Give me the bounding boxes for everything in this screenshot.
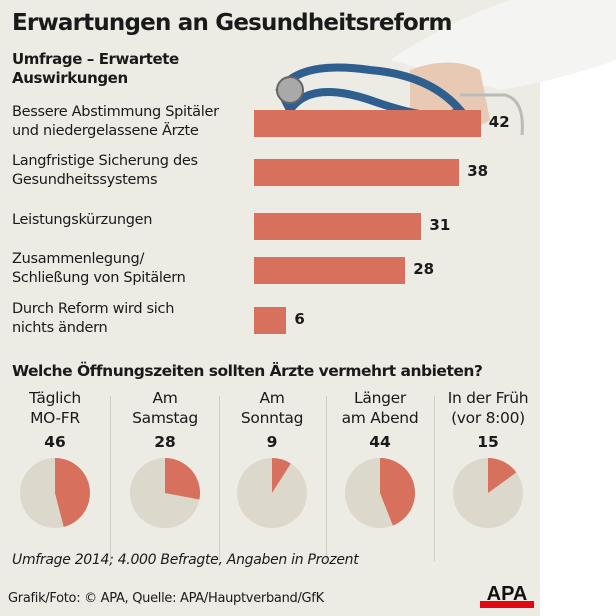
pie-value-slice [272, 458, 291, 493]
pie [237, 458, 307, 528]
pie [453, 458, 523, 528]
bar-value: 38 [467, 162, 489, 180]
pie [130, 458, 200, 528]
svg-text:APA: APA [487, 583, 528, 605]
pie [20, 458, 91, 528]
bar-value: 28 [413, 260, 435, 278]
bar-label-line: Bessere Abstimmung Spitäler [12, 104, 219, 120]
bar-label-line: und niedergelassene Ärzte [12, 123, 199, 139]
pie-value-slice [55, 458, 91, 527]
pie-label-line: Am [152, 389, 178, 407]
bar-label-line: nichts ändern [12, 320, 108, 336]
bar-label: Durch Reform wird sich nichts ändern [12, 300, 174, 338]
pie-label-line: MO-FR [30, 409, 80, 427]
bar-label: Langfristige Sicherung des Gesundheitssys… [12, 152, 198, 190]
bar [254, 110, 481, 137]
chart-title: Erwartungen an Gesundheitsreform [12, 10, 452, 36]
bar-label-line: Zusammenlegung/ [12, 251, 145, 267]
bar-value: 31 [429, 216, 451, 234]
pie-value: 44 [369, 433, 391, 451]
pie-label-line: Sonntag [240, 409, 304, 427]
pie-label-line: Samstag [132, 409, 198, 427]
pie-label: Am Sonntag [218, 388, 326, 428]
pie-value: 28 [154, 433, 176, 451]
divider [110, 396, 111, 561]
bar [254, 257, 406, 284]
bar-value: 42 [488, 113, 510, 131]
pie-label-line: In der Früh [447, 389, 529, 407]
subtitle-line: Umfrage – Erwartete [12, 50, 179, 68]
pie-label: Täglich MO-FR [1, 388, 109, 428]
apa-logo: APA [480, 583, 534, 608]
bar-label: Leistungskürzungen [12, 211, 152, 230]
chart-subtitle: Umfrage – Erwartete Auswirkungen [12, 50, 179, 88]
pie-label-line: Täglich [29, 389, 81, 407]
pie-value-slice [488, 458, 517, 493]
bar-label: Bessere Abstimmung Spitäler und niedergel… [12, 103, 219, 141]
bar-label-line: Langfristige Sicherung des [12, 153, 198, 169]
bar-label-line: Gesundheitssystems [12, 172, 158, 188]
pie-label-line: Am [259, 389, 285, 407]
divider [326, 396, 327, 561]
bar [254, 307, 287, 334]
bar-label: Zusammenlegung/Schließung von Spitälern [12, 250, 186, 288]
pie-section-title: Welche Öffnungszeiten sollten Ärzte verm… [12, 362, 483, 380]
divider [218, 396, 220, 561]
bar-label-line: Leistungskürzungen [12, 212, 153, 228]
source-credit: Grafik/Foto: © APA, Quelle: APA/Hauptver… [8, 591, 324, 606]
pie-label: In der Früh (vor 8:00) [434, 388, 542, 428]
pie-value: 15 [477, 433, 499, 451]
pie-label: Länger am Abend [326, 388, 434, 428]
bar-label-line: Schließung von Spitälern [12, 270, 186, 286]
bar-label-line: Durch Reform wird sich [12, 301, 175, 317]
pie-label-line: (vor 8:00) [451, 409, 525, 427]
pie-value-slice [380, 458, 415, 526]
bar-value: 6 [294, 310, 305, 328]
bar [254, 213, 422, 240]
subtitle-line: Auswirkungen [12, 69, 128, 87]
pie-value-slice [165, 458, 200, 500]
divider [434, 396, 435, 561]
pie-label-line: Länger [354, 389, 406, 407]
pie-label: Am Samstag [111, 388, 219, 428]
footnote: Umfrage 2014; 4.000 Befragte, Angaben in… [12, 552, 359, 568]
bar [254, 159, 460, 186]
pie-value: 9 [266, 433, 278, 451]
pie-label-line: am Abend [341, 409, 419, 427]
pie [345, 458, 415, 528]
pie-value: 46 [44, 433, 66, 451]
